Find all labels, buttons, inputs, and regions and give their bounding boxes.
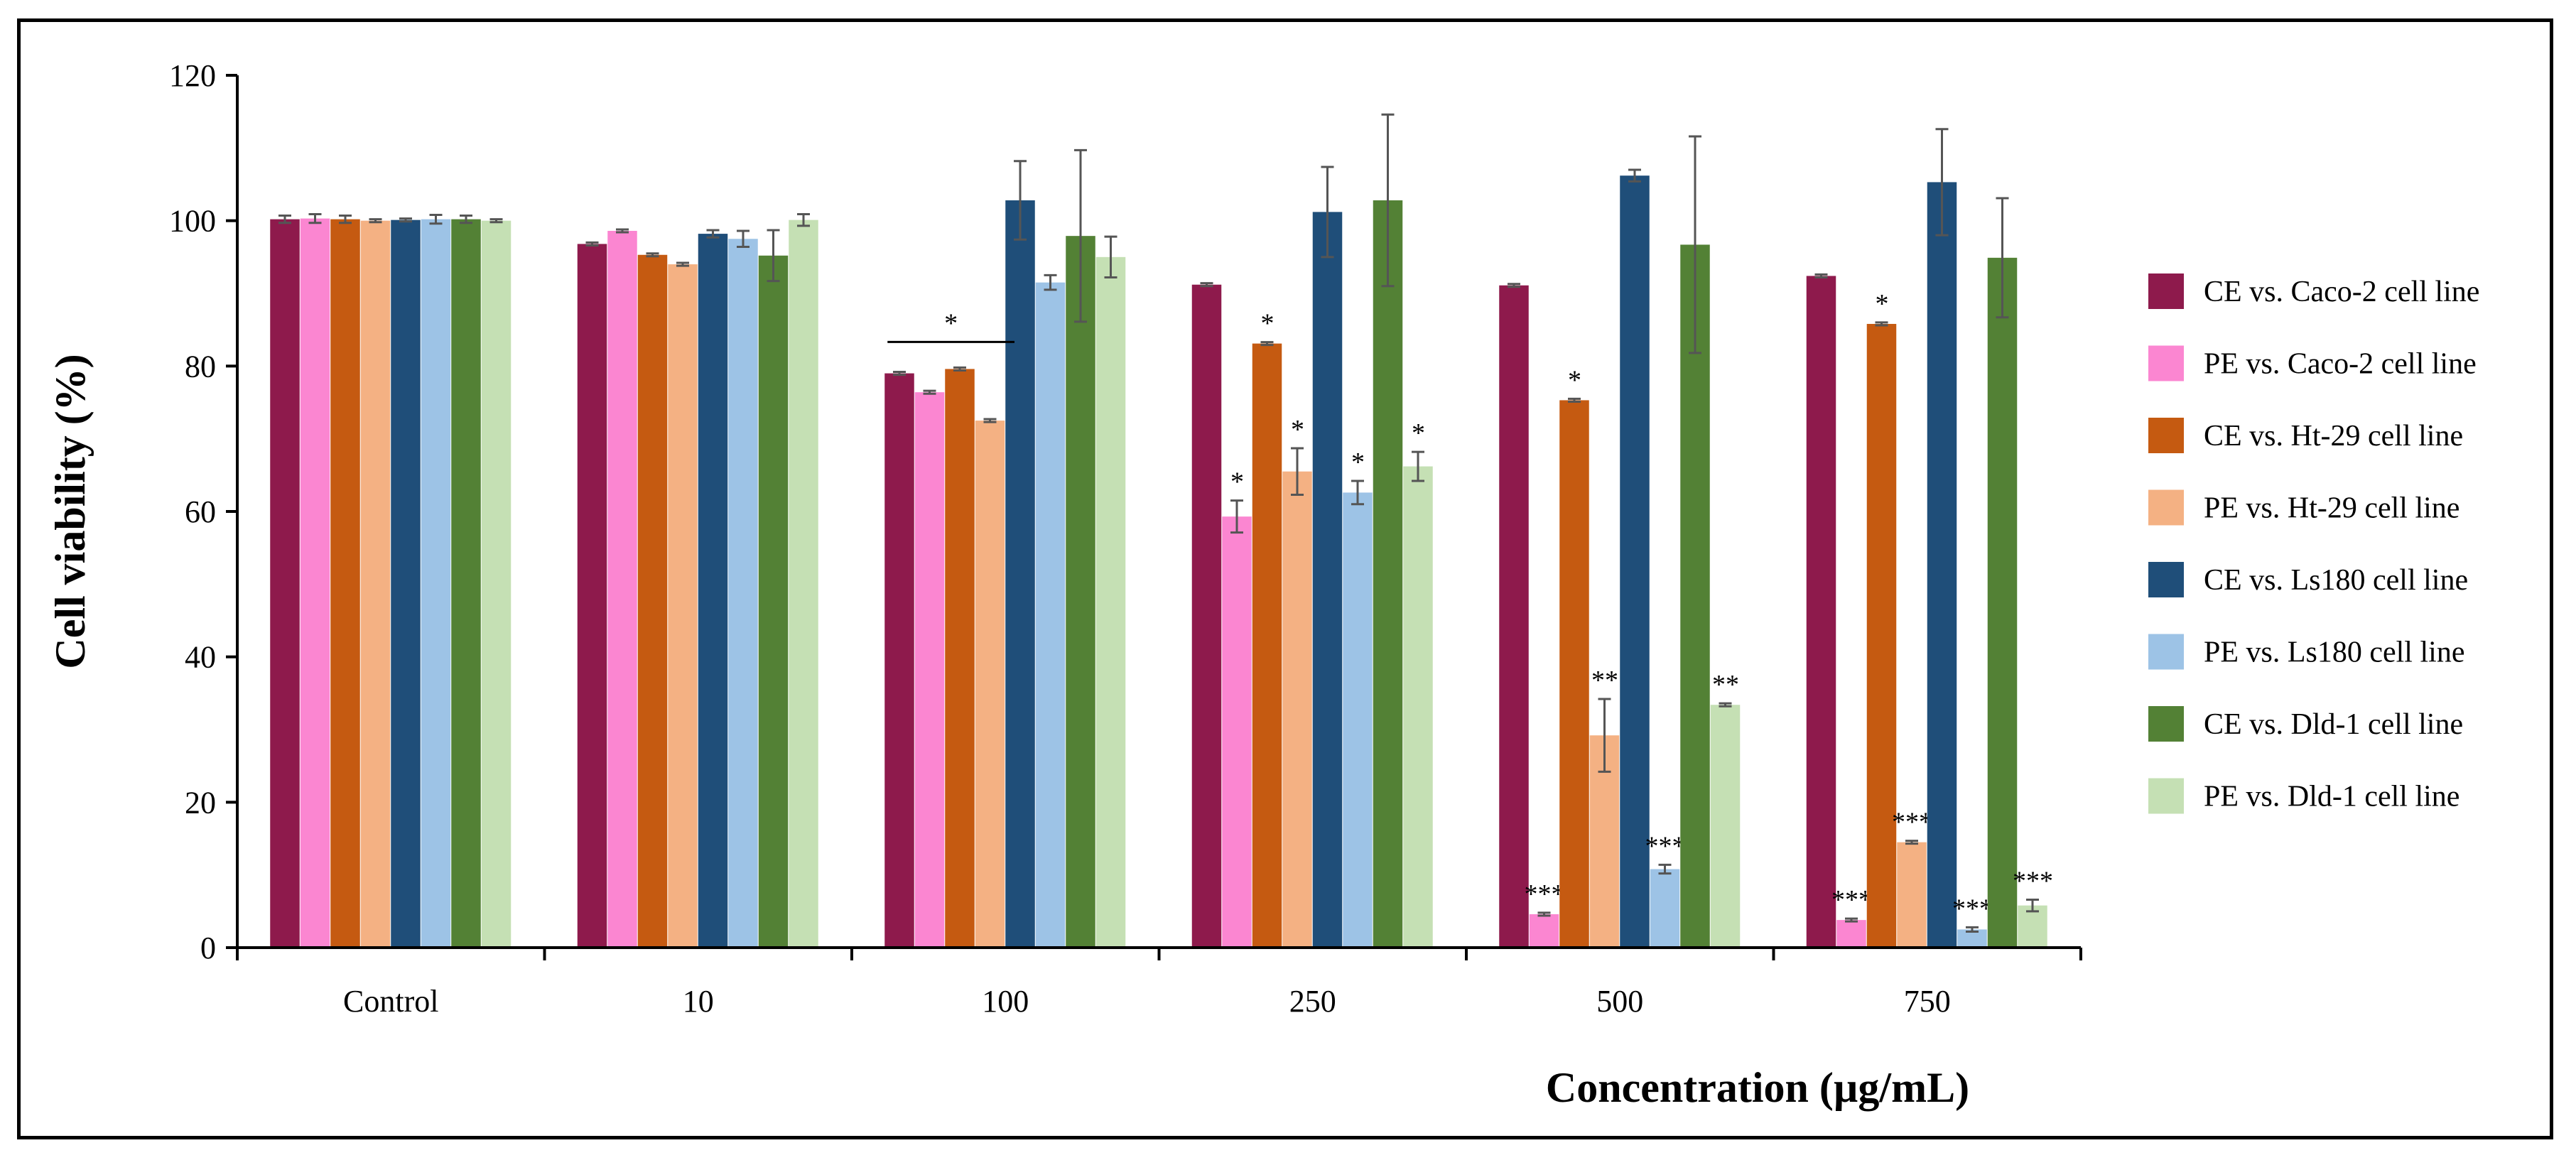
y-tick-label: 120 [169,58,216,93]
legend-label: CE vs. Ht-29 cell line [2204,420,2463,453]
x-tick-label: 750 [1904,984,1951,1019]
significance-label: *** [1525,879,1565,909]
bar [1927,182,1957,948]
bar [300,218,330,948]
y-axis-title: Cell viability (%) [47,354,94,668]
bar [1373,200,1403,948]
bar [1897,842,1927,948]
y-tick-label: 60 [185,494,216,529]
figure-frame: Cell viability (%) Concentration (µg/mL)… [17,18,2553,1139]
axes: Cell viability (%) Concentration (µg/mL) [47,354,1969,1111]
bar [1403,466,1433,948]
significance-label: *** [1952,894,1993,923]
y-tick-label: 80 [185,349,216,384]
bar [1222,516,1252,948]
bar [1095,256,1126,948]
bar [1559,400,1589,948]
bar [607,230,637,948]
x-tick-label: 500 [1596,984,1643,1019]
bar [1680,244,1710,948]
legend-label: PE vs. Ls180 cell line [2204,636,2464,669]
legend-label: CE vs. Dld-1 cell line [2204,708,2463,741]
significance-label: ** [1591,666,1618,695]
significance-label: * [1568,365,1581,395]
significance-label: *** [1645,831,1686,861]
bar [758,255,789,948]
significance-label: * [1412,418,1425,448]
bar [270,219,300,948]
bar [1191,284,1222,948]
significance-label: * [1291,415,1304,445]
y-tick-label: 20 [185,785,216,820]
bar [421,219,451,948]
y-tick-label: 0 [200,931,216,965]
bar [884,373,914,948]
bar [577,244,607,948]
x-tick-label: 250 [1289,984,1336,1019]
y-tick-label: 40 [185,640,216,675]
x-tick-label: 100 [982,984,1029,1019]
significance-label: * [1351,448,1365,477]
bar [1866,323,1897,948]
bar [330,219,360,948]
significance-label: * [944,308,958,338]
y-tick-label: 100 [169,204,216,239]
bar [481,220,512,948]
legend-swatch [2148,489,2184,526]
bar [1343,492,1373,948]
bar [975,421,1005,948]
significance-label: *** [1831,885,1872,915]
bar [2018,905,2047,948]
legend-label: CE vs. Caco-2 cell line [2204,276,2479,308]
significance-label: *** [2013,866,2053,896]
bar [914,392,945,948]
legend-swatch [2148,418,2184,453]
bar-chart: Cell viability (%) Concentration (µg/mL)… [47,58,2479,1111]
x-tick-label: Control [343,984,438,1019]
legend-swatch [2148,778,2184,814]
legend-swatch [2148,345,2184,381]
significance-label: ** [1712,670,1739,700]
legend-label: PE vs. Ht-29 cell line [2204,492,2459,525]
legend: CE vs. Caco-2 cell line PE vs. Caco-2 cel… [2148,273,2479,814]
bar [1650,869,1680,948]
x-tick-label: 10 [683,984,714,1019]
bar [1499,285,1529,948]
bar [1312,212,1343,948]
legend-label: CE vs. Ls180 cell line [2204,564,2468,597]
bar [391,220,421,948]
bar [1620,175,1650,948]
bar [360,220,391,948]
bar [789,220,818,948]
bar [1987,257,2018,948]
bar [1066,236,1095,948]
bar [1836,920,1866,948]
bar [1529,914,1559,948]
bar [1252,343,1282,948]
legend-swatch [2148,273,2184,309]
bar [698,234,728,948]
bar [451,219,481,948]
significance-label: *** [1892,808,1932,838]
significance-label: * [1876,289,1889,319]
legend-label: PE vs. Dld-1 cell line [2204,781,2459,813]
legend-swatch [2148,562,2184,597]
bar [637,254,668,948]
bar [728,239,758,948]
bar [1806,276,1836,948]
legend-label: PE vs. Caco-2 cell line [2204,348,2477,381]
bar [1005,200,1035,948]
legend-swatch [2148,706,2184,742]
bar [1282,471,1312,948]
significance-label: * [1230,467,1244,497]
significance-label: * [1261,309,1275,339]
bar [1035,282,1066,948]
bar [1710,705,1741,948]
legend-swatch [2148,634,2184,670]
bar [945,369,975,948]
bar [668,264,698,948]
x-axis-title: Concentration (µg/mL) [1546,1064,1969,1111]
